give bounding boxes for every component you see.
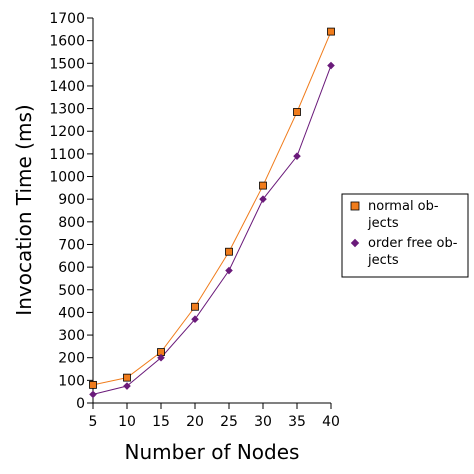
series-line-2 xyxy=(92,65,332,395)
data-point-diamond xyxy=(191,315,199,324)
y-tick-label: 600 xyxy=(58,260,85,276)
y-tick-label: 1600 xyxy=(49,34,85,50)
x-tick-label: 35 xyxy=(288,414,306,430)
x-axis-title: Number of Nodes xyxy=(125,440,300,464)
data-point-diamond xyxy=(327,61,335,70)
legend-marker-square xyxy=(350,201,360,211)
y-tick-label: 0 xyxy=(76,396,85,412)
data-point-square xyxy=(123,373,131,382)
data-point-diamond xyxy=(89,390,97,399)
data-point-diamond xyxy=(123,382,131,390)
series-layer xyxy=(89,27,335,399)
y-tick-label: 1700 xyxy=(49,11,85,27)
y-tick-label: 1200 xyxy=(49,124,85,140)
y-tick-label: 900 xyxy=(58,192,85,208)
data-point-diamond xyxy=(293,152,301,160)
y-axis-title: Invocation Time (ms) xyxy=(12,104,36,315)
legend-label-2: order free ob- xyxy=(368,236,458,251)
data-point-square xyxy=(327,27,335,36)
x-tick-label: 40 xyxy=(322,414,340,430)
y-tick-label: 1000 xyxy=(49,170,85,186)
legend-label-1: jects xyxy=(367,216,399,231)
data-point-diamond xyxy=(157,353,165,362)
y-tick-label: 100 xyxy=(58,373,85,389)
data-point-square xyxy=(293,108,301,116)
legend-label-2: jects xyxy=(367,253,399,268)
legend-box xyxy=(341,193,469,278)
series-line-1 xyxy=(92,31,332,386)
data-point-square xyxy=(259,181,267,190)
y-tick-label: 200 xyxy=(58,351,85,367)
x-tick-label: 20 xyxy=(186,414,204,430)
y-tick-label: 300 xyxy=(58,328,85,344)
y-axis-ticks: 0 100 200 300 400 500 600 700 800 900 1000 1100 1200… xyxy=(49,11,93,412)
y-tick-label: 1300 xyxy=(49,102,85,118)
x-tick-label: 15 xyxy=(152,414,170,430)
y-tick-label: 500 xyxy=(58,283,85,299)
data-point-square xyxy=(191,302,199,311)
data-point-square xyxy=(225,247,233,256)
y-tick-label: 1400 xyxy=(49,79,85,95)
data-point-square xyxy=(89,380,97,389)
legend-label-1: normal ob- xyxy=(368,199,439,214)
y-tick-label: 400 xyxy=(58,305,85,321)
y-tick-label: 800 xyxy=(58,215,85,231)
x-tick-label: 5 xyxy=(89,414,98,430)
x-tick-label: 30 xyxy=(254,414,272,430)
y-tick-label: 700 xyxy=(58,237,85,253)
y-tick-label: 1500 xyxy=(49,56,85,72)
plot-area xyxy=(92,18,331,404)
y-tick-label: 1100 xyxy=(49,147,85,163)
legend-marker-diamond xyxy=(350,238,360,248)
data-point-diamond xyxy=(259,195,267,203)
legend: normal ob-jects order free ob-jects xyxy=(341,193,469,278)
x-tick-label: 25 xyxy=(220,414,238,430)
data-point-diamond xyxy=(225,266,233,275)
x-tick-label: 10 xyxy=(118,414,136,430)
x-axis-ticks: 5 10 15 20 25 30 35 40 xyxy=(89,403,340,430)
